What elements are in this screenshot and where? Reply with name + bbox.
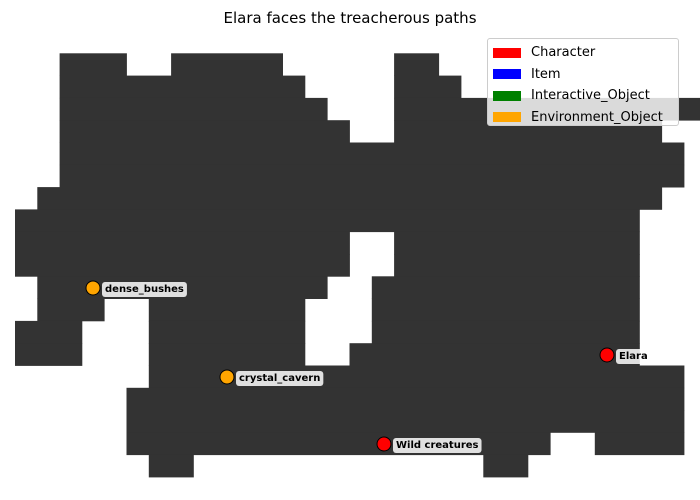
wall-tile	[394, 231, 640, 255]
legend-label-interactive-object: Interactive_Object	[531, 88, 650, 104]
wall-tile	[483, 454, 529, 478]
legend: Character Item Interactive_Object Enviro…	[487, 38, 679, 126]
chart-title: Elara faces the treacherous paths	[223, 9, 477, 27]
entity-label-dense-bushes: dense_bushes	[105, 284, 184, 295]
legend-label-item: Item	[531, 66, 561, 82]
entity-marker-crystal-cavern[interactable]	[219, 369, 235, 385]
wall-tile	[37, 187, 663, 210]
entity-label-elara: Elara	[619, 351, 648, 362]
legend-item-interactive-object: Interactive_Object	[493, 85, 678, 107]
legend-swatch-environment-object	[493, 112, 521, 123]
wall-tile	[148, 454, 194, 478]
wall-tile	[59, 53, 127, 76]
wall-tile	[126, 410, 685, 433]
wall-tile	[126, 387, 685, 411]
wall-tile	[148, 343, 306, 366]
legend-label-character: Character	[531, 45, 596, 61]
wall-tile	[59, 164, 685, 188]
wall-tile	[371, 276, 640, 299]
wall-tile	[59, 97, 328, 121]
wall-tile	[594, 432, 685, 456]
legend-item-character: Character	[493, 42, 678, 64]
wall-tile	[15, 320, 83, 344]
wall-tile	[349, 343, 640, 366]
legend-item-item: Item	[493, 64, 678, 86]
legend-swatch-item	[493, 69, 521, 80]
wall-tile	[15, 254, 350, 277]
wall-tile	[15, 231, 350, 255]
wall-tile	[148, 298, 306, 322]
wall-tile	[394, 254, 640, 277]
wall-tile	[59, 120, 350, 143]
entity-label-background	[236, 371, 324, 386]
wall-tile	[394, 53, 440, 76]
entity-label-wild-creatures: Wild creatures	[396, 440, 479, 451]
wall-tile	[148, 320, 306, 344]
wall-tile	[171, 53, 283, 76]
wall-tile	[126, 432, 551, 456]
wall-tile	[371, 298, 640, 322]
wall-tile	[371, 320, 640, 344]
legend-label-environment-object: Environment_Object	[531, 109, 663, 125]
entity-label-background	[393, 438, 482, 453]
wall-tile	[15, 343, 83, 366]
entity-label-background	[616, 349, 651, 364]
entity-marker-wild-creatures[interactable]	[376, 436, 392, 452]
entity-marker-dense-bushes[interactable]	[85, 280, 101, 296]
legend-item-environment-object: Environment_Object	[493, 107, 678, 129]
legend-swatch-character	[493, 47, 521, 58]
wall-tile	[37, 298, 105, 322]
entity-label-crystal-cavern: crystal_cavern	[239, 373, 320, 384]
legend-swatch-interactive-object	[493, 90, 521, 101]
entity-marker-elara[interactable]	[599, 347, 615, 363]
wall-tile	[59, 75, 306, 99]
map-entities: dense_bushes crystal_cavern Elara Wild crea…	[85, 280, 651, 453]
wall-tile	[59, 142, 685, 166]
wall-tile	[15, 209, 640, 233]
entity-label-background	[102, 282, 187, 297]
wall-tile	[394, 75, 462, 99]
